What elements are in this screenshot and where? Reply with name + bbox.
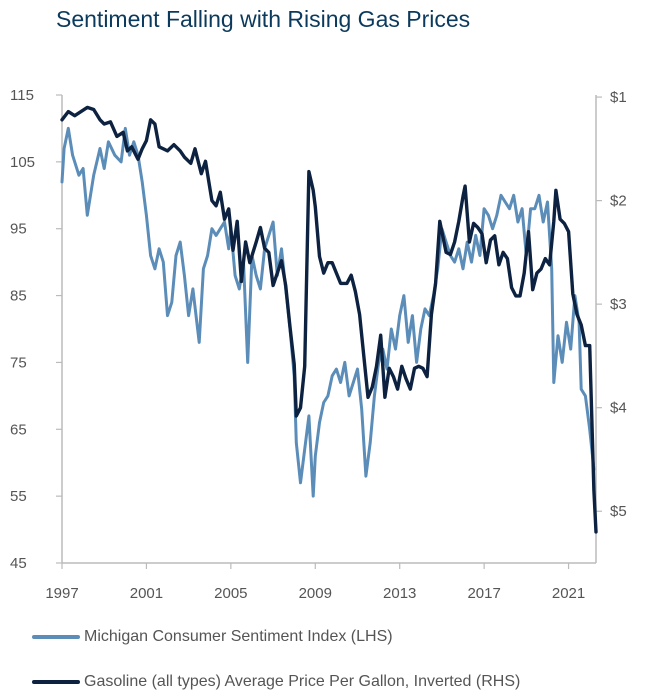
- left-tick-label: 95: [10, 221, 27, 238]
- x-tick-label: 1997: [45, 585, 78, 602]
- x-axis-ticks: 1997 2001 2005 2009 2013 2017 2021: [45, 563, 585, 602]
- legend-label-sentiment: Michigan Consumer Sentiment Index (LHS): [84, 628, 393, 645]
- right-tick-label: $5: [610, 503, 627, 520]
- sentiment-series-line: [60, 126, 596, 498]
- left-tick-label: 45: [10, 555, 27, 572]
- x-tick-label: 2009: [299, 585, 332, 602]
- x-tick-label: 2017: [467, 585, 500, 602]
- x-tick-label: 2013: [383, 585, 416, 602]
- legend-item-sentiment: Michigan Consumer Sentiment Index (LHS): [32, 628, 393, 646]
- chart-title: Sentiment Falling with Rising Gas Prices: [56, 6, 471, 32]
- x-tick-label: 2005: [214, 585, 247, 602]
- right-axis-ticks: $1 $2 $3 $4 $5: [596, 89, 627, 520]
- left-tick-label: 65: [10, 421, 27, 438]
- legend-item-gasoline: Gasoline (all types) Average Price Per G…: [32, 673, 520, 691]
- right-tick-label: $4: [610, 400, 627, 417]
- x-tick-label: 2001: [130, 585, 163, 602]
- left-axis-ticks: 115 105 95 85 75 65 55 45: [10, 87, 62, 572]
- left-tick-label: 105: [10, 154, 35, 171]
- left-tick-label: 115: [10, 87, 34, 104]
- right-tick-label: $1: [610, 89, 627, 106]
- legend-swatch-gasoline: [32, 680, 80, 684]
- right-tick-label: $2: [610, 193, 627, 210]
- legend-label-gasoline: Gasoline (all types) Average Price Per G…: [84, 673, 521, 690]
- left-tick-label: 75: [10, 354, 27, 371]
- right-tick-label: $3: [610, 296, 627, 313]
- legend-swatch-sentiment: [32, 635, 80, 639]
- left-tick-label: 85: [10, 288, 27, 305]
- series-layer: [60, 105, 598, 534]
- axes: [61, 95, 597, 564]
- x-tick-label: 2021: [552, 585, 585, 602]
- gasoline-series-line: [60, 105, 598, 534]
- left-tick-label: 55: [10, 488, 27, 505]
